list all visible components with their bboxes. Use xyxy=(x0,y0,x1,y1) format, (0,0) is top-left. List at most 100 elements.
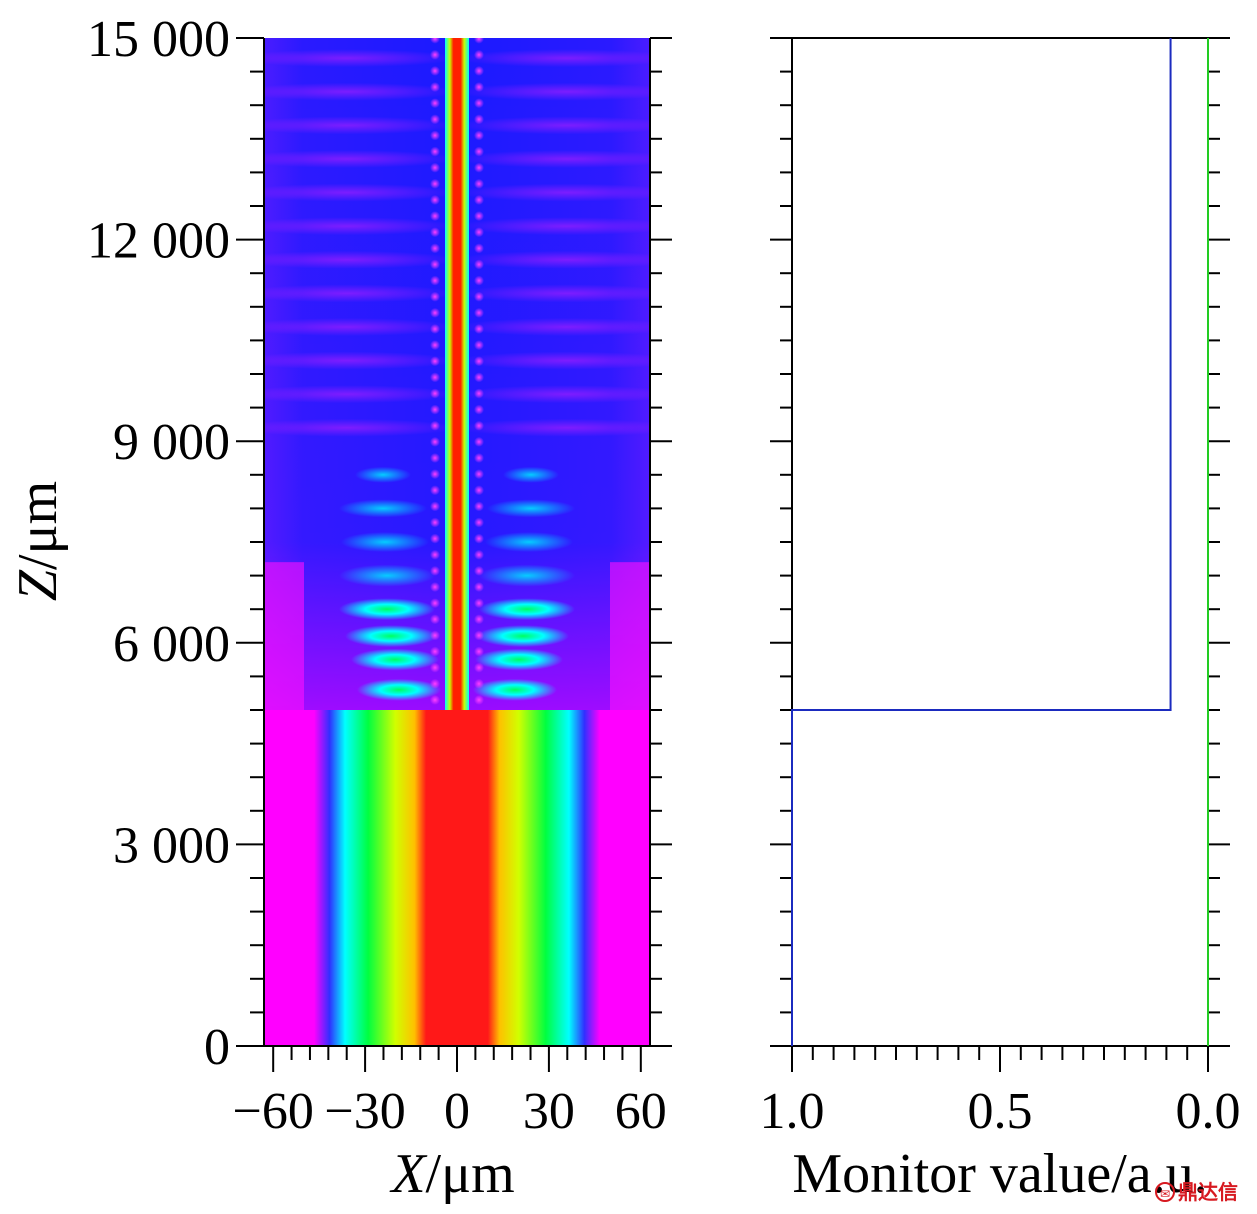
core-dot xyxy=(474,291,484,302)
side-lobe xyxy=(485,532,573,552)
guided-core xyxy=(445,38,469,710)
core-dot xyxy=(474,453,484,463)
core-dot xyxy=(474,323,484,334)
side-lobe xyxy=(351,648,439,671)
core-dot xyxy=(474,372,484,383)
core-dot xyxy=(474,243,484,254)
core-dot xyxy=(430,453,440,463)
core-dot xyxy=(430,275,440,286)
edge-glow-left xyxy=(264,562,304,710)
core-dot xyxy=(474,307,484,318)
side-lobe xyxy=(475,648,563,671)
core-dot xyxy=(430,533,440,544)
core-dot xyxy=(474,388,484,399)
beat-band xyxy=(264,385,457,404)
side-lobe xyxy=(339,499,427,518)
beat-band xyxy=(264,351,457,370)
core-dot xyxy=(474,630,484,641)
core-dot xyxy=(474,694,484,705)
beat-band xyxy=(457,149,650,168)
y-tick-label: 3 000 xyxy=(113,817,230,874)
core-dot xyxy=(430,517,440,528)
x-tick-label: 30 xyxy=(523,1083,575,1140)
x-tick-label: −60 xyxy=(233,1083,314,1140)
side-lobe xyxy=(345,625,437,648)
core-dot xyxy=(430,485,440,496)
svg-text:✉: ✉ xyxy=(1160,1187,1170,1201)
field-heatmap xyxy=(264,38,650,1046)
beat-band xyxy=(457,183,650,202)
x-axis-label-right: Monitor value/a.u. xyxy=(792,1143,1207,1205)
core-dot xyxy=(474,178,484,189)
core-dot xyxy=(474,678,484,689)
core-dot xyxy=(430,372,440,383)
core-dot xyxy=(430,549,440,560)
beat-band xyxy=(264,284,457,303)
core-dot xyxy=(430,146,440,157)
beat-band xyxy=(264,418,457,437)
core-dot xyxy=(430,194,440,205)
core-dot xyxy=(474,275,484,286)
core-dot xyxy=(474,549,484,560)
y-axis-label: Z/μm xyxy=(7,481,69,601)
core-dot xyxy=(430,259,440,270)
side-lobe xyxy=(473,678,557,701)
core-dot xyxy=(430,388,440,399)
side-lobe xyxy=(339,564,435,587)
side-lobe xyxy=(479,598,575,621)
core-dot xyxy=(430,646,440,657)
x-tick-label: −30 xyxy=(324,1083,405,1140)
core-dot xyxy=(474,98,484,109)
core-dot xyxy=(430,49,440,60)
core-dot xyxy=(430,323,440,334)
beat-band xyxy=(264,82,457,101)
core-dot xyxy=(430,65,440,76)
core-dot xyxy=(430,630,440,641)
core-dot xyxy=(430,404,440,415)
core-dot xyxy=(474,582,484,593)
svg-text:鼎达信: 鼎达信 xyxy=(1178,1180,1238,1204)
edge-glow-right xyxy=(610,562,650,710)
core-dot xyxy=(474,211,484,222)
core-dot xyxy=(474,436,484,447)
core-dot xyxy=(430,130,440,141)
side-lobe xyxy=(339,598,435,621)
core-dot xyxy=(430,436,440,447)
core-dot xyxy=(430,114,440,125)
core-dot xyxy=(474,49,484,60)
core-dot xyxy=(474,65,484,76)
beat-band xyxy=(264,183,457,202)
core-dot xyxy=(474,340,484,351)
beat-band xyxy=(264,317,457,336)
core-dot xyxy=(430,565,440,576)
core-dot xyxy=(430,211,440,222)
beat-band xyxy=(457,217,650,236)
core-dot xyxy=(474,194,484,205)
core-dot xyxy=(474,469,484,480)
y-tick-label: 15 000 xyxy=(87,11,230,68)
side-lobe xyxy=(355,466,411,483)
core-dot xyxy=(474,662,484,673)
core-dot xyxy=(430,98,440,109)
core-dot xyxy=(430,243,440,254)
core-dot xyxy=(474,614,484,625)
right-x-tick-label: 0.0 xyxy=(1176,1083,1241,1140)
watermark-logo: ✉ 鼎达信 xyxy=(1155,1180,1238,1204)
y-tick-label: 0 xyxy=(204,1019,230,1076)
core-dot xyxy=(430,582,440,593)
core-dot xyxy=(430,420,440,431)
core-dot xyxy=(474,82,484,93)
beat-band xyxy=(457,116,650,135)
beat-band xyxy=(457,351,650,370)
core-dot xyxy=(474,565,484,576)
core-dot xyxy=(430,356,440,367)
core-dot xyxy=(474,598,484,609)
beat-band xyxy=(457,250,650,269)
core-dot xyxy=(474,517,484,528)
core-dot xyxy=(430,662,440,673)
core-dot xyxy=(474,533,484,544)
y-tick-label: 9 000 xyxy=(113,414,230,471)
heatmap-axes: 0 3 000 6 000 9 000 12 000 15 000 −60 −30 0 30 60 xyxy=(87,11,672,1140)
side-lobe xyxy=(357,678,441,701)
core-dot xyxy=(430,469,440,480)
